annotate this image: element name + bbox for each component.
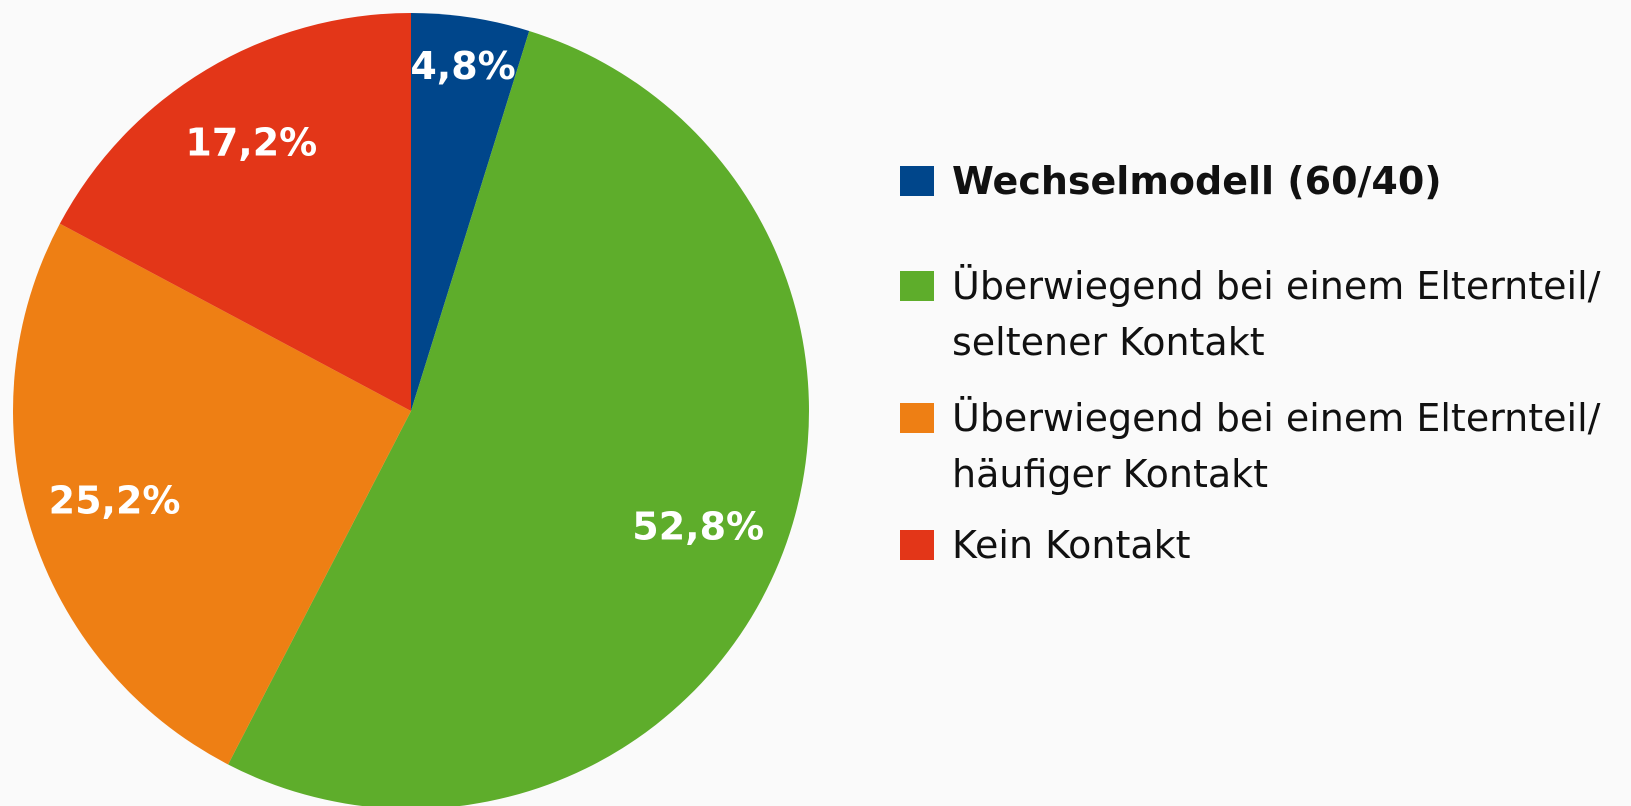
legend-item: Kein Kontakt <box>900 517 1191 573</box>
legend-label: Überwiegend bei einem Elternteil/ selten… <box>952 264 1601 364</box>
legend-item: Überwiegend bei einem Elternteil/ selten… <box>900 258 1600 370</box>
legend-label: Wechselmodell (60/40) <box>952 159 1442 203</box>
legend-label: Kein Kontakt <box>952 523 1191 567</box>
legend-swatch <box>900 271 934 301</box>
data-label: 4,8% <box>410 44 515 88</box>
pie-slice <box>411 13 530 411</box>
legend-item: Wechselmodell (60/40) <box>900 153 1442 209</box>
pie-slice <box>12 223 411 765</box>
legend-swatch <box>900 166 934 196</box>
data-label: 25,2% <box>49 479 181 523</box>
legend-swatch <box>900 530 934 560</box>
data-label: 17,2% <box>185 120 317 164</box>
legend-swatch <box>900 403 934 433</box>
legend-label: Überwiegend bei einem Elternteil/ häufig… <box>952 396 1601 496</box>
legend-item: Überwiegend bei einem Elternteil/ häufig… <box>900 390 1600 502</box>
data-label: 52,8% <box>632 504 764 548</box>
pie-slice <box>59 13 412 411</box>
pie-slice <box>228 30 809 806</box>
